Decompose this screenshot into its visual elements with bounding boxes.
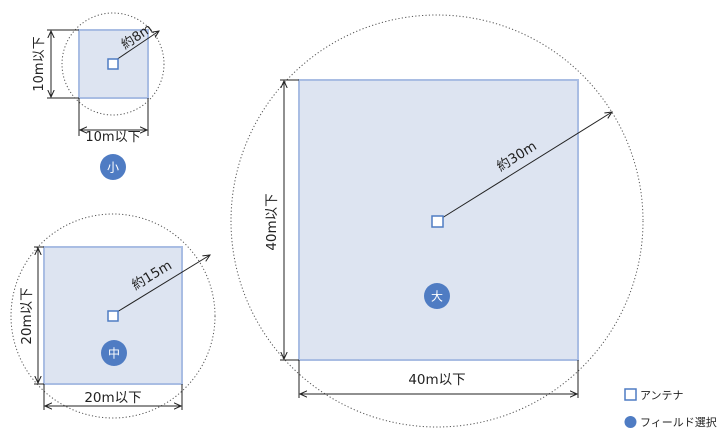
large-field-group: 40m以下 40m以下 約30m 大 xyxy=(230,14,644,428)
small-badge: 小 xyxy=(100,154,126,180)
medium-width-label: 20m以下 xyxy=(84,390,141,406)
medium-height-label: 20m以下 xyxy=(19,287,35,344)
small-height-label: 10m以下 xyxy=(32,36,47,91)
filled-circle-icon xyxy=(624,416,637,428)
large-height-label: 40m以下 xyxy=(264,193,280,250)
small-width-label: 10m以下 xyxy=(85,130,140,145)
medium-badge: 中 xyxy=(101,340,127,366)
legend-field-select-label: フィールド選択 xyxy=(640,415,717,429)
medium-height-dimension: 20m以下 xyxy=(19,246,44,385)
legend-field-select: フィールド選択 xyxy=(624,415,717,429)
large-coverage-circle xyxy=(230,14,644,428)
small-coverage-circle xyxy=(61,12,165,116)
small-height-dimension: 10m以下 xyxy=(32,29,79,99)
large-width-label: 40m以下 xyxy=(408,372,465,388)
large-height-dimension: 40m以下 xyxy=(264,79,299,361)
large-antenna-icon xyxy=(431,215,444,228)
medium-width-dimension: 20m以下 xyxy=(43,384,183,410)
large-badge-label: 大 xyxy=(431,290,443,304)
small-field-group: 10m以下 10m以下 約8m 小 xyxy=(32,12,165,180)
large-width-dimension: 40m以下 xyxy=(298,360,579,398)
medium-antenna-icon xyxy=(107,310,119,322)
square-outline-icon xyxy=(624,388,637,401)
legend-antenna-label: アンテナ xyxy=(640,389,684,402)
small-width-dimension: 10m以下 xyxy=(78,98,149,145)
medium-badge-label: 中 xyxy=(108,346,120,361)
small-badge-label: 小 xyxy=(107,161,119,175)
legend-antenna: アンテナ xyxy=(624,388,684,402)
medium-coverage-circle xyxy=(10,213,216,419)
small-antenna-icon xyxy=(107,58,119,70)
legend: アンテナ フィールド選択 xyxy=(624,388,717,429)
medium-field-group: 20m以下 20m以下 約15m 中 xyxy=(10,213,216,419)
large-badge: 大 xyxy=(424,283,450,309)
